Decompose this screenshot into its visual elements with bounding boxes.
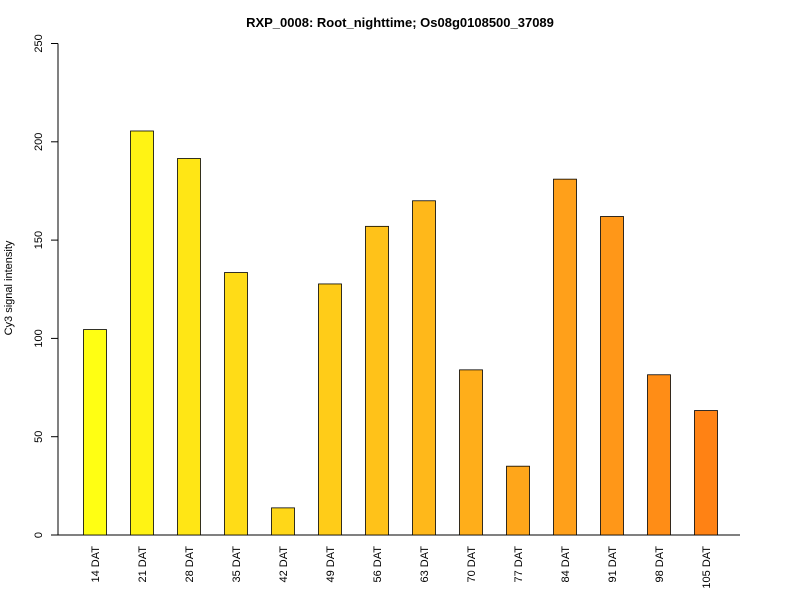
x-tick-label: 49 DAT bbox=[325, 546, 337, 583]
bar-91-dat bbox=[600, 216, 624, 536]
bar-49-dat bbox=[318, 283, 342, 536]
y-ticks: 0 50 100 150 200 250 bbox=[33, 34, 58, 538]
bar-21-dat bbox=[130, 130, 154, 536]
bar-98-dat bbox=[647, 374, 671, 536]
x-tick-label: 28 DAT bbox=[184, 546, 196, 583]
bars bbox=[83, 130, 718, 536]
x-tick-label: 105 DAT bbox=[701, 546, 713, 589]
bar-56-dat bbox=[365, 225, 389, 536]
bar-84-dat bbox=[553, 178, 577, 536]
x-tick-labels: 14 DAT 21 DAT 28 DAT 35 DAT 42 DAT 49 DAT 56 D… bbox=[90, 546, 713, 589]
x-tick-label: 84 DAT bbox=[560, 546, 572, 583]
y-tick-label: 0 bbox=[33, 532, 45, 538]
y-tick-label: 100 bbox=[33, 329, 45, 347]
bar-42-dat bbox=[271, 507, 295, 536]
x-tick-label: 56 DAT bbox=[372, 546, 384, 583]
bar-77-dat bbox=[506, 465, 530, 536]
y-axis-label: Cy3 signal intensity bbox=[3, 240, 15, 335]
y-tick-label: 250 bbox=[33, 34, 45, 52]
x-tick-label: 21 DAT bbox=[137, 546, 149, 583]
y-tick-label: 50 bbox=[33, 431, 45, 443]
x-tick-label: 42 DAT bbox=[278, 546, 290, 583]
x-tick-label: 63 DAT bbox=[419, 546, 431, 583]
bar-63-dat bbox=[412, 200, 436, 536]
x-tick-label: 91 DAT bbox=[607, 546, 619, 583]
x-tick-label: 14 DAT bbox=[90, 546, 102, 583]
x-tick-label: 35 DAT bbox=[231, 546, 243, 583]
bar-35-dat bbox=[224, 272, 248, 536]
x-tick-label: 98 DAT bbox=[654, 546, 666, 583]
bar-28-dat bbox=[177, 158, 201, 536]
bar-14-dat bbox=[83, 329, 107, 536]
chart-title: RXP_0008: Root_nighttime; Os08g0108500_3… bbox=[246, 15, 554, 30]
y-tick-label: 200 bbox=[33, 133, 45, 151]
x-tick-label: 77 DAT bbox=[513, 546, 525, 583]
y-tick-label: 150 bbox=[33, 231, 45, 249]
bar-105-dat bbox=[694, 410, 718, 536]
bar-70-dat bbox=[459, 369, 483, 536]
x-tick-label: 70 DAT bbox=[466, 546, 478, 583]
